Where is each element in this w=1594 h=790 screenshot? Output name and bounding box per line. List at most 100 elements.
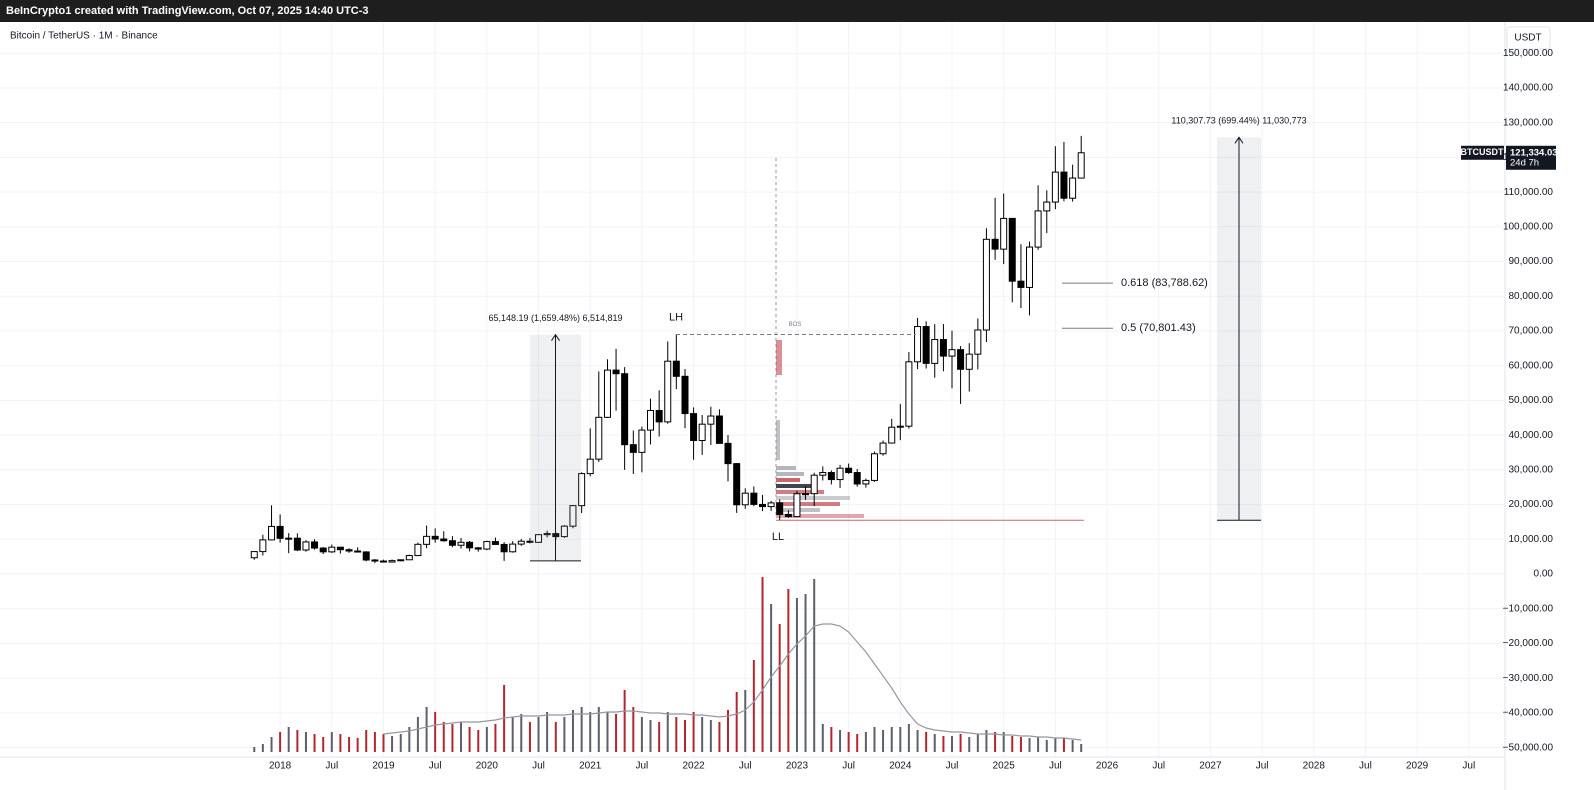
candle-body <box>931 339 939 364</box>
volume-bar <box>735 692 738 752</box>
measure-arrowhead <box>551 333 560 341</box>
candle-body <box>345 549 353 552</box>
y-tick-label: 130,000.00 <box>1503 117 1553 128</box>
candle-body <box>371 559 379 562</box>
x-tick-label: 2028 <box>1303 761 1326 772</box>
candle-body <box>491 541 499 545</box>
candle-body <box>707 415 715 425</box>
candle-body <box>862 479 870 485</box>
volume-bar <box>795 598 798 752</box>
volume-bar <box>985 730 988 752</box>
volume-bar <box>580 707 583 752</box>
profile-bar <box>776 478 800 482</box>
x-tick-label: Jul <box>325 761 338 772</box>
volume-bar <box>615 714 618 752</box>
candle-body <box>982 238 990 331</box>
volume-bar <box>451 724 454 752</box>
candle-body <box>672 360 680 377</box>
candle-body <box>879 442 887 455</box>
candle-body <box>293 537 301 551</box>
candle-body <box>457 541 465 546</box>
volume-bar <box>907 724 910 752</box>
volume-bar <box>709 720 712 752</box>
candle-body <box>715 415 723 444</box>
volume-bar <box>1019 737 1022 752</box>
candle-body <box>1008 217 1016 282</box>
y-tick-label: 90,000.00 <box>1509 256 1554 267</box>
candle-body <box>569 505 577 527</box>
volume-bar <box>1045 740 1048 752</box>
y-tick-label: 0.00 <box>1534 569 1554 580</box>
volume-ma-line <box>383 623 1082 741</box>
x-tick-label: Jul <box>739 761 752 772</box>
candle-body <box>517 540 525 545</box>
volume-bar <box>744 690 747 752</box>
candle-body <box>1043 201 1051 212</box>
volume-bar <box>485 727 488 752</box>
x-tick-label: 2022 <box>682 761 705 772</box>
candle-body <box>1026 246 1034 288</box>
volume-bar <box>494 724 497 752</box>
profile-bar <box>776 484 812 488</box>
volume-bar <box>373 732 376 752</box>
candle-body <box>914 326 922 363</box>
candle-body <box>397 559 405 562</box>
x-tick-label: 2020 <box>476 761 499 772</box>
y-tick-label: −30,000.00 <box>1503 673 1554 684</box>
volume-bar <box>253 747 256 752</box>
x-tick-label: 2025 <box>993 761 1016 772</box>
price-tag-value: 121,334.03 <box>1510 147 1558 158</box>
candle-body <box>362 551 370 561</box>
volume-bar <box>348 737 351 752</box>
profile-bar <box>776 340 782 375</box>
candle-body <box>690 413 698 441</box>
profile-bar <box>776 472 804 476</box>
candle-body <box>414 543 422 557</box>
volume-bar <box>356 738 359 752</box>
x-tick-label: Jul <box>429 761 442 772</box>
y-tick-label: 70,000.00 <box>1509 326 1554 337</box>
volume-bar <box>296 730 299 752</box>
volume-bar <box>563 717 566 752</box>
volume-bar <box>408 727 411 752</box>
volume-bar <box>442 722 445 752</box>
x-tick-label: 2018 <box>269 761 292 772</box>
volume-bar <box>976 734 979 752</box>
volume-profile <box>775 158 864 518</box>
candle-body <box>836 467 844 481</box>
volume-bar <box>675 717 678 752</box>
candle-body <box>448 540 456 546</box>
candle-body <box>388 560 396 563</box>
volume-bar <box>804 594 807 752</box>
volume-bar <box>382 734 385 752</box>
candle-body <box>810 474 818 495</box>
volume-bar <box>632 707 635 752</box>
watermark-bar <box>0 0 1594 22</box>
volume-bar <box>623 690 626 752</box>
candle-body <box>802 493 810 496</box>
volume-bar <box>304 732 307 752</box>
x-tick-label: 2023 <box>786 761 809 772</box>
y-tick-label: 10,000.00 <box>1509 534 1554 545</box>
candle-body <box>991 238 999 250</box>
x-tick-label: Jul <box>532 761 545 772</box>
candle-body <box>948 349 956 357</box>
x-tick-label: 2021 <box>579 761 602 772</box>
volume-bar <box>511 717 514 752</box>
volume-bar <box>787 589 790 752</box>
currency-label[interactable]: USDT <box>1514 33 1541 44</box>
candle-body <box>845 467 853 474</box>
candle-body <box>1000 217 1008 250</box>
measure-arrowhead <box>1234 136 1244 144</box>
volume-bar <box>813 579 816 752</box>
bos-label: BOS <box>789 322 802 328</box>
candle-body <box>535 534 543 543</box>
y-tick-label: 80,000.00 <box>1509 291 1554 302</box>
volume-bar <box>666 712 669 752</box>
volume-bar <box>873 727 876 752</box>
candle-body <box>741 492 749 506</box>
y-tick-label: −20,000.00 <box>1503 638 1554 649</box>
currency-button[interactable] <box>1506 26 1551 50</box>
volume-bar <box>839 730 842 752</box>
